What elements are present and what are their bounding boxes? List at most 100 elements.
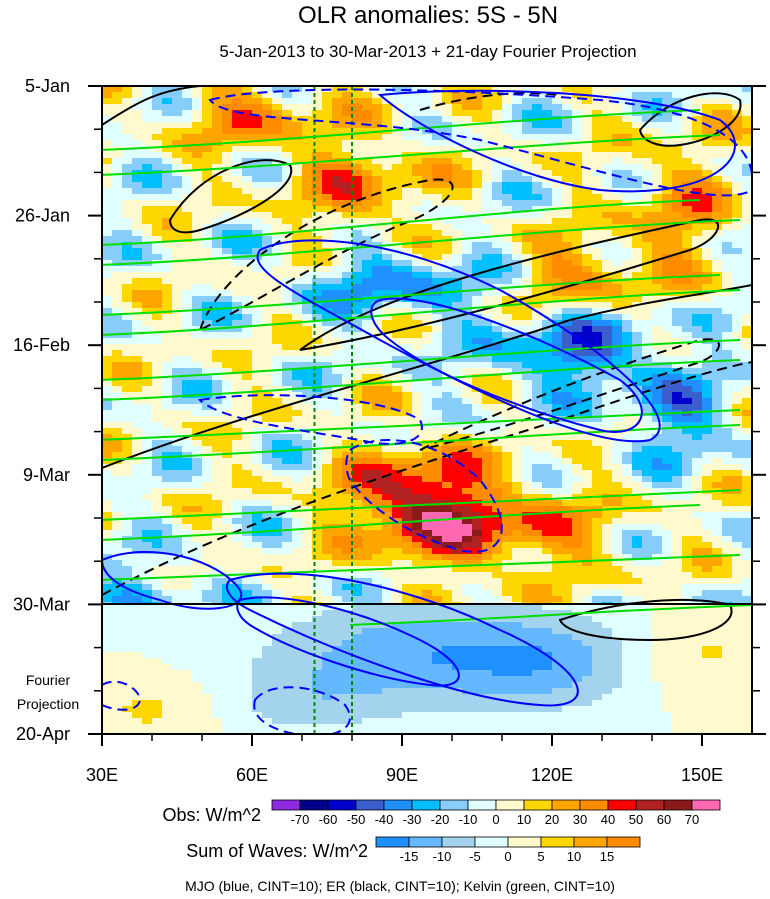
anomaly-cell xyxy=(262,332,273,339)
anomaly-cell xyxy=(272,260,283,267)
anomaly-cell xyxy=(102,422,113,429)
anomaly-cell xyxy=(382,452,393,459)
anomaly-cell xyxy=(282,326,293,333)
anomaly-cell xyxy=(362,464,373,471)
anomaly-cell xyxy=(102,368,113,375)
anomaly-cell xyxy=(252,152,263,159)
anomaly-cell xyxy=(462,386,473,393)
anomaly-cell xyxy=(442,290,453,297)
anomaly-cell xyxy=(162,266,173,273)
anomaly-cell xyxy=(272,152,283,159)
anomaly-cell xyxy=(202,86,213,93)
anomaly-cell xyxy=(312,470,323,477)
anomaly-cell xyxy=(332,260,343,267)
anomaly-cell xyxy=(692,254,703,261)
anomaly-cell xyxy=(182,272,193,279)
anomaly-cell xyxy=(222,242,233,249)
anomaly-cell xyxy=(692,104,703,111)
anomaly-cell xyxy=(372,410,383,417)
anomaly-cell xyxy=(162,92,173,99)
anomaly-cell xyxy=(632,86,643,93)
anomaly-cell xyxy=(542,224,553,231)
anomaly-cell xyxy=(372,176,383,183)
anomaly-cell xyxy=(552,182,563,189)
anomaly-cell xyxy=(342,374,353,381)
anomaly-cell xyxy=(182,410,193,417)
anomaly-cell xyxy=(642,296,653,303)
anomaly-cell xyxy=(702,344,713,351)
anomaly-cell xyxy=(232,356,243,363)
anomaly-cell xyxy=(472,116,483,123)
anomaly-cell xyxy=(232,452,243,459)
anomaly-cell xyxy=(302,140,313,147)
anomaly-cell xyxy=(652,500,663,507)
anomaly-cell xyxy=(222,398,233,405)
anomaly-cell xyxy=(412,320,423,327)
anomaly-cell xyxy=(372,290,383,297)
anomaly-cell xyxy=(652,320,663,327)
anomaly-cell xyxy=(632,344,643,351)
anomaly-cell xyxy=(412,182,423,189)
anomaly-cell xyxy=(192,458,203,465)
anomaly-cell xyxy=(582,176,593,183)
anomaly-cell xyxy=(122,188,133,195)
anomaly-cell xyxy=(392,134,403,141)
anomaly-cell xyxy=(362,422,373,429)
anomaly-cell xyxy=(742,110,752,117)
anomaly-cell xyxy=(422,350,433,357)
anomaly-cell xyxy=(672,242,683,249)
anomaly-cell xyxy=(432,224,443,231)
anomaly-cell xyxy=(252,272,263,279)
anomaly-cell xyxy=(632,428,643,435)
anomaly-cell xyxy=(522,98,533,105)
anomaly-cell xyxy=(542,284,553,291)
anomaly-cell xyxy=(742,116,752,123)
anomaly-cell xyxy=(442,242,453,249)
anomaly-cell xyxy=(292,464,303,471)
anomaly-cell xyxy=(342,152,353,159)
anomaly-cell xyxy=(712,380,723,387)
anomaly-cell xyxy=(532,236,543,243)
anomaly-cell xyxy=(332,140,343,147)
anomaly-cell xyxy=(162,200,173,207)
anomaly-cell xyxy=(422,506,433,513)
anomaly-cell xyxy=(652,224,663,231)
anomaly-cell xyxy=(482,344,493,351)
anomaly-cell xyxy=(442,332,453,339)
anomaly-cell xyxy=(642,482,653,489)
anomaly-cell xyxy=(432,122,443,129)
anomaly-cell xyxy=(732,182,743,189)
anomaly-cell xyxy=(572,452,583,459)
anomaly-cell xyxy=(252,242,263,249)
anomaly-cell xyxy=(102,386,113,393)
anomaly-cell xyxy=(112,254,123,261)
anomaly-cell xyxy=(502,482,513,489)
anomaly-cell xyxy=(232,278,243,285)
anomaly-cell xyxy=(592,158,603,165)
anomaly-cell xyxy=(382,518,393,525)
anomaly-cell xyxy=(472,194,483,201)
anomaly-cell xyxy=(302,482,313,489)
anomaly-cell xyxy=(402,98,413,105)
anomaly-cell xyxy=(302,536,313,543)
anomaly-cell xyxy=(242,326,253,333)
anomaly-cell xyxy=(702,140,713,147)
anomaly-cell xyxy=(142,356,153,363)
anomaly-cell xyxy=(622,320,633,327)
anomaly-cell xyxy=(692,374,703,381)
anomaly-cell xyxy=(602,416,613,423)
anomaly-cell xyxy=(332,296,343,303)
anomaly-cell xyxy=(112,110,123,117)
anomaly-cell xyxy=(692,404,703,411)
anomaly-cell xyxy=(242,344,253,351)
anomaly-cell xyxy=(732,200,743,207)
anomaly-cell xyxy=(302,404,313,411)
anomaly-cell xyxy=(102,506,113,513)
anomaly-cell xyxy=(232,518,243,525)
anomaly-cell xyxy=(302,512,313,519)
anomaly-cell xyxy=(372,236,383,243)
anomaly-cell xyxy=(432,320,443,327)
anomaly-cell xyxy=(452,308,463,315)
anomaly-cell xyxy=(482,254,493,261)
anomaly-cell xyxy=(542,362,553,369)
